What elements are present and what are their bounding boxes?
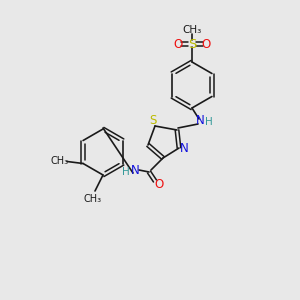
Text: CH₃: CH₃ <box>182 25 202 35</box>
Text: O: O <box>201 38 211 50</box>
Text: S: S <box>188 38 196 50</box>
Text: CH₃: CH₃ <box>50 155 68 166</box>
Text: CH₃: CH₃ <box>84 194 102 204</box>
Text: N: N <box>180 142 188 154</box>
Text: N: N <box>130 164 140 176</box>
Text: H: H <box>122 167 130 177</box>
Text: N: N <box>196 115 204 128</box>
Text: O: O <box>154 178 164 191</box>
Text: H: H <box>205 117 213 127</box>
Text: S: S <box>149 115 157 128</box>
Text: O: O <box>173 38 183 50</box>
